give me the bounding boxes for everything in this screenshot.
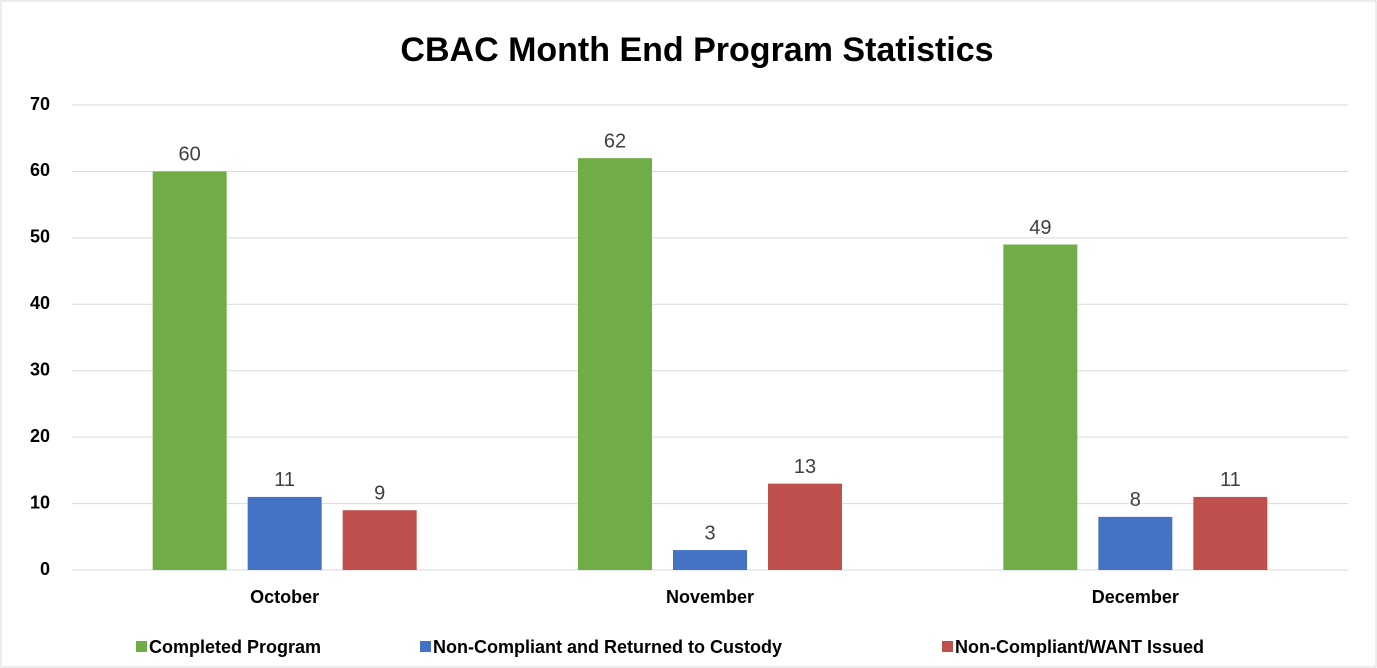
bar xyxy=(578,158,652,570)
legend-label: Non-Compliant/WANT Issued xyxy=(955,637,1204,657)
bar xyxy=(152,171,227,570)
bar xyxy=(247,496,322,570)
legend-swatch xyxy=(942,641,953,652)
legend-swatch xyxy=(136,641,147,652)
data-label: 8 xyxy=(1130,489,1141,511)
x-tick-label: November xyxy=(666,587,754,607)
y-tick-label: 20 xyxy=(30,426,50,446)
bar xyxy=(673,550,747,570)
data-label: 11 xyxy=(274,469,295,491)
bar xyxy=(1193,496,1268,570)
legend-label: Non-Compliant and Returned to Custody xyxy=(433,637,782,657)
chart-title: CBAC Month End Program Statistics xyxy=(400,31,993,69)
data-label: 60 xyxy=(179,144,201,166)
legend-label: Completed Program xyxy=(149,637,321,657)
y-tick-label: 30 xyxy=(30,359,50,379)
data-label: 9 xyxy=(374,482,385,504)
data-label: 62 xyxy=(604,130,626,152)
data-label: 11 xyxy=(1220,469,1241,491)
bar xyxy=(1098,516,1173,570)
bar xyxy=(342,510,417,570)
y-tick-label: 10 xyxy=(30,492,50,512)
bar xyxy=(768,483,842,570)
y-tick-label: 40 xyxy=(30,293,50,313)
data-label: 3 xyxy=(704,522,715,544)
y-tick-label: 70 xyxy=(30,94,50,114)
legend-swatch xyxy=(420,641,431,652)
x-tick-label: December xyxy=(1092,587,1179,607)
data-label: 13 xyxy=(794,456,816,478)
x-tick-label: October xyxy=(250,587,319,607)
y-tick-label: 0 xyxy=(40,559,50,579)
bar xyxy=(1003,244,1078,570)
y-tick-label: 60 xyxy=(30,160,50,180)
data-label: 49 xyxy=(1029,217,1051,239)
y-tick-label: 50 xyxy=(30,227,50,247)
